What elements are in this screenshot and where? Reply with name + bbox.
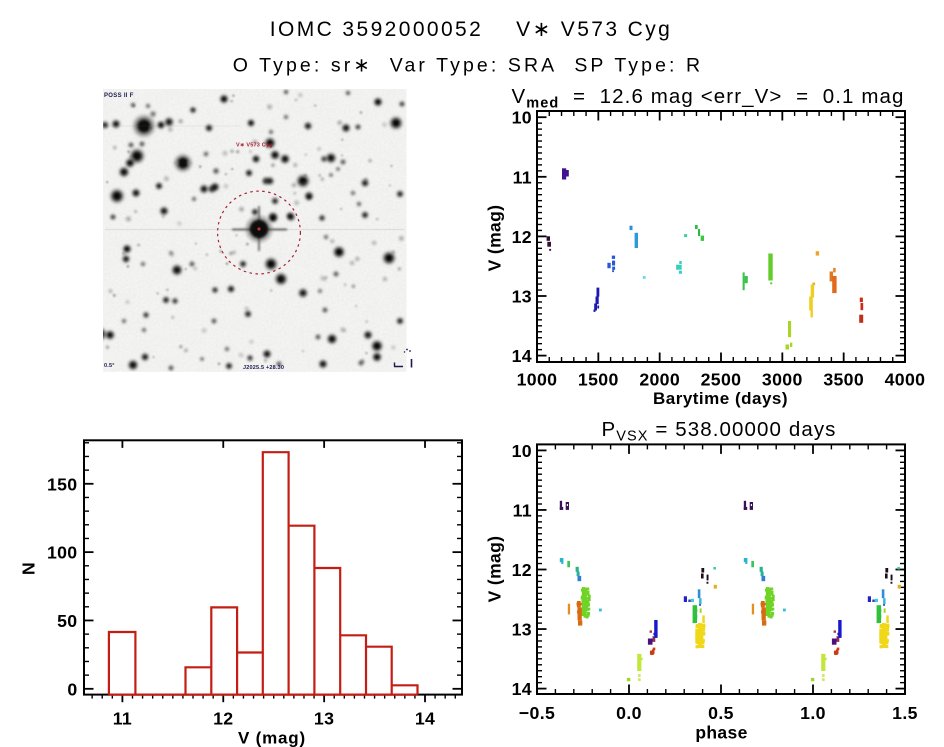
svg-text:Vmed = 12.6 mag <err_V> =: Vmed = 12.6 mag <err_V> = 0.1 mag xyxy=(511,85,904,112)
svg-text:1.0: 1.0 xyxy=(800,703,826,723)
svg-text:12: 12 xyxy=(213,709,233,729)
svg-text:1000: 1000 xyxy=(517,370,558,390)
svg-text:J2025.5 +28.30: J2025.5 +28.30 xyxy=(243,365,284,371)
svg-text:0.5: 0.5 xyxy=(708,703,734,723)
svg-text:14: 14 xyxy=(512,346,532,366)
svg-text:11: 11 xyxy=(513,501,532,521)
svg-text:150: 150 xyxy=(47,474,78,494)
svg-text:12: 12 xyxy=(512,560,532,580)
svg-text:1.5: 1.5 xyxy=(892,703,918,723)
svg-text:14: 14 xyxy=(415,709,435,729)
svg-text:N: N xyxy=(19,562,39,575)
svg-text:0.5°: 0.5° xyxy=(104,363,115,369)
svg-text:POSS II F: POSS II F xyxy=(104,93,134,99)
svg-text:V∗ V573 Cyg: V∗ V573 Cyg xyxy=(236,143,273,149)
svg-text:10: 10 xyxy=(512,441,532,461)
svg-text:12: 12 xyxy=(512,227,532,247)
svg-text:V (mag): V (mag) xyxy=(485,536,505,603)
svg-text:2000: 2000 xyxy=(639,370,680,390)
svg-text:4000: 4000 xyxy=(885,370,926,390)
svg-text:2500: 2500 xyxy=(701,370,742,390)
svg-text:phase: phase xyxy=(695,722,747,742)
svg-text:100: 100 xyxy=(47,543,78,563)
svg-text:3500: 3500 xyxy=(823,370,864,390)
svg-text:IOMC 3592000052 V∗ V573 Cyg: IOMC 3592000052 V∗ V573 Cyg xyxy=(270,18,672,41)
svg-text:V (mag): V (mag) xyxy=(238,729,306,747)
svg-text:O Type: sr∗ Var Type: SRA SP: O Type: sr∗ Var Type: SRA SP Type: R xyxy=(233,55,704,77)
svg-text:V (mag): V (mag) xyxy=(485,205,505,272)
svg-text:Barytime (days): Barytime (days) xyxy=(653,389,788,408)
svg-text:13: 13 xyxy=(512,287,532,307)
svg-text:0.0: 0.0 xyxy=(616,703,642,723)
svg-text:3000: 3000 xyxy=(762,370,803,390)
svg-text:10: 10 xyxy=(512,108,532,128)
svg-text:1500: 1500 xyxy=(578,370,619,390)
svg-text:13: 13 xyxy=(512,620,532,640)
svg-text:11: 11 xyxy=(513,167,532,187)
svg-text:13: 13 xyxy=(314,709,334,729)
svg-text:PVSX = 538.00000 days: PVSX = 538.00000 days xyxy=(601,418,836,445)
svg-text:14: 14 xyxy=(512,679,532,699)
svg-text:0: 0 xyxy=(67,679,77,699)
svg-text:50: 50 xyxy=(57,611,77,631)
svg-text:11: 11 xyxy=(113,709,132,729)
svg-text:−0.5: −0.5 xyxy=(519,703,555,723)
